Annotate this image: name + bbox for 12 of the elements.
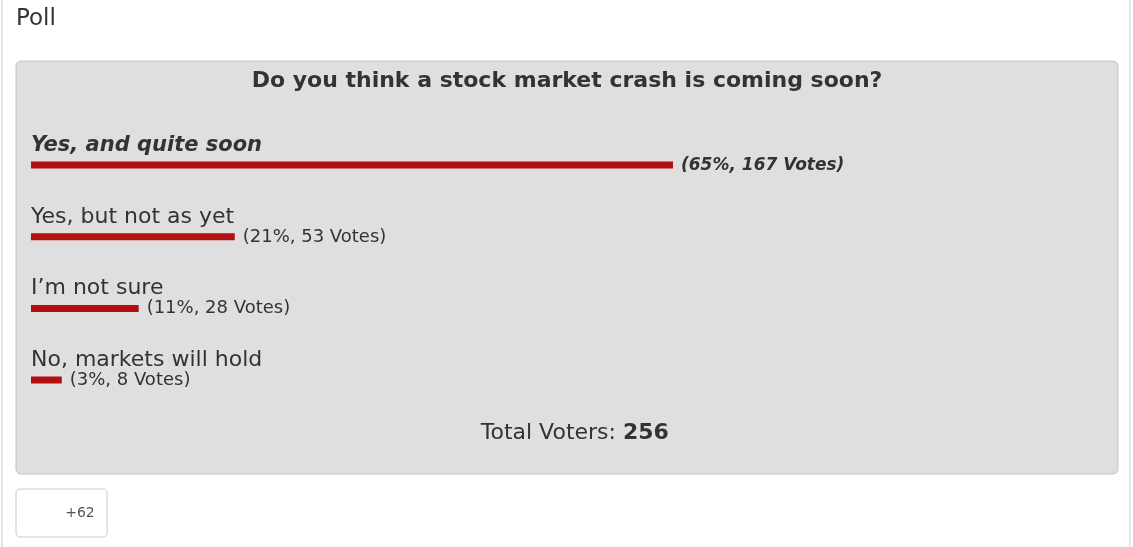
text: Total Voters: 256	[479, 419, 669, 444]
data-label: (65%, 167 Votes)	[681, 154, 845, 174]
chart-title: Do you think a stock market crash is coming soon?	[251, 67, 883, 92]
bar	[31, 161, 673, 169]
bar	[31, 233, 235, 241]
bar	[31, 304, 139, 312]
text: Poll	[16, 4, 56, 30]
y-tick-label: Yes, but not as yet	[30, 202, 235, 228]
data-label: (21%, 53 Votes)	[242, 224, 387, 246]
y-tick-label: Yes, and quite soon	[31, 132, 263, 156]
bar	[31, 376, 62, 384]
text: +62	[65, 504, 95, 520]
